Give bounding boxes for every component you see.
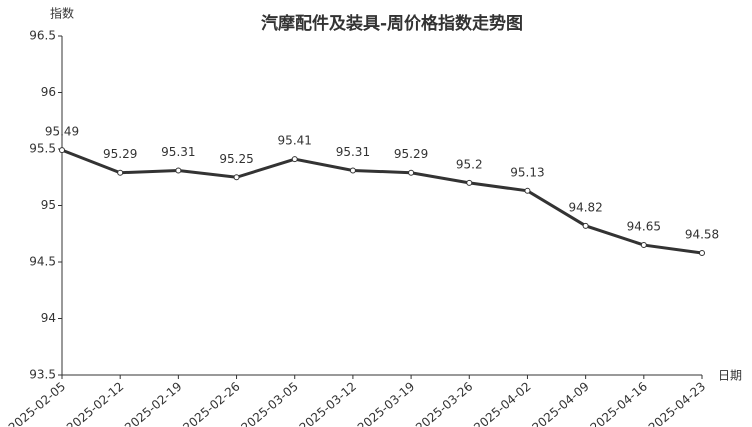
y-axis-label: 指数 [50,6,74,21]
x-tick-label: 2025-04-02 [471,379,533,427]
line [61,148,703,255]
x-tick-label: 2025-02-26 [180,379,242,427]
data-label: 95.29 [394,147,428,161]
data-label: 95.29 [103,147,137,161]
data-label: 95.25 [219,152,253,166]
x-tick-label: 2025-03-12 [297,379,359,427]
point [466,179,473,186]
x-tick-label: 2025-03-05 [238,379,300,427]
data-label: 95.2 [456,157,483,171]
point [408,169,415,176]
x-tick-label: 2025-02-05 [6,379,68,427]
x-tick-label: 2025-04-09 [529,379,591,427]
data-label: 95.31 [336,145,370,159]
point [233,174,240,181]
data-label: 95.31 [161,145,195,159]
y-tick-label: 94.5 [29,255,56,269]
y-tick-label: 93.5 [29,368,56,382]
data-label: 95.49 [45,125,79,139]
y-tick-label: 94 [41,311,56,325]
point [524,187,531,194]
x-tick-label: 2025-03-26 [413,379,475,427]
x-tick-label: 2025-03-19 [355,379,417,427]
point [175,167,182,174]
point [582,222,589,229]
y-tick-label: 95.5 [29,142,56,156]
x-axis-label: 日期 [718,369,742,383]
point [117,169,124,176]
data-label: 94.58 [685,227,719,241]
data-label: 95.13 [510,165,544,179]
x-tick-label: 2025-02-12 [64,379,126,427]
point [291,156,298,163]
chart-title: 汽摩配件及装具-周价格指数走势图 [261,13,523,34]
data-label: 95.41 [278,134,312,148]
y-tick-label: 96.5 [29,29,56,43]
data-label: 94.82 [568,200,602,214]
point [59,147,65,154]
point [699,249,705,256]
y-tick-label: 95 [41,198,56,212]
x-tick-label: 2025-04-23 [646,379,708,427]
data-label: 94.65 [627,220,661,234]
y-tick-label: 96 [41,85,56,99]
x-tick-label: 2025-02-19 [122,379,184,427]
point [349,167,356,174]
point [640,242,647,249]
x-tick-label: 2025-04-16 [588,379,650,427]
